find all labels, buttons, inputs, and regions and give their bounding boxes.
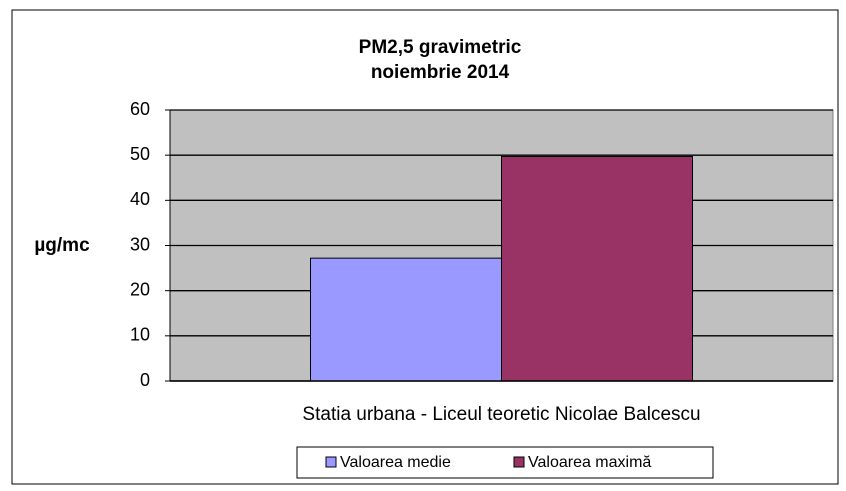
legend-label: Valoarea maximă <box>528 454 651 471</box>
y-axis-label: µg/mc <box>34 235 90 256</box>
chart-title: PM2,5 gravimetric <box>359 37 522 58</box>
legend-swatch <box>325 456 337 468</box>
y-tick-label: 20 <box>130 279 150 299</box>
y-tick-label: 30 <box>130 234 150 254</box>
legend-swatch <box>513 456 525 468</box>
y-tick-label: 10 <box>130 325 150 345</box>
y-tick-label: 0 <box>140 370 150 390</box>
x-tick-label: Statia urbana - Liceul teoretic Nicolae … <box>302 404 700 425</box>
y-tick-label: 60 <box>130 99 150 119</box>
chart-title: noiembrie 2014 <box>371 62 510 83</box>
y-tick-label: 40 <box>130 189 150 209</box>
legend-label: Valoarea medie <box>340 454 451 471</box>
legend-box <box>296 446 714 479</box>
bar <box>501 156 693 382</box>
bar <box>310 257 502 382</box>
y-tick-label: 50 <box>130 144 150 164</box>
